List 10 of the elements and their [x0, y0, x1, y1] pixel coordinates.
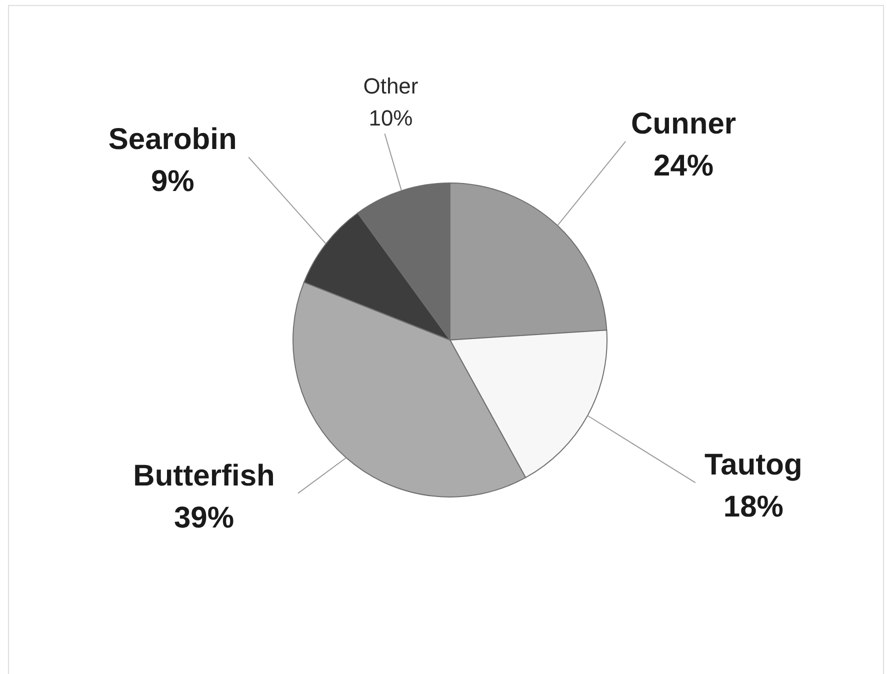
data-label: 39% — [174, 501, 234, 534]
slice-label: Searobin — [108, 123, 237, 156]
data-label: 24% — [654, 149, 714, 182]
slice-label: Cunner — [631, 107, 736, 140]
data-label: 9% — [150, 165, 194, 198]
data-label: 18% — [723, 490, 784, 524]
slice-label: Butterfish — [133, 459, 275, 492]
data-label: 10% — [368, 105, 413, 130]
slice-label: Other — [363, 73, 418, 98]
slice-label: Tautog — [704, 448, 802, 482]
